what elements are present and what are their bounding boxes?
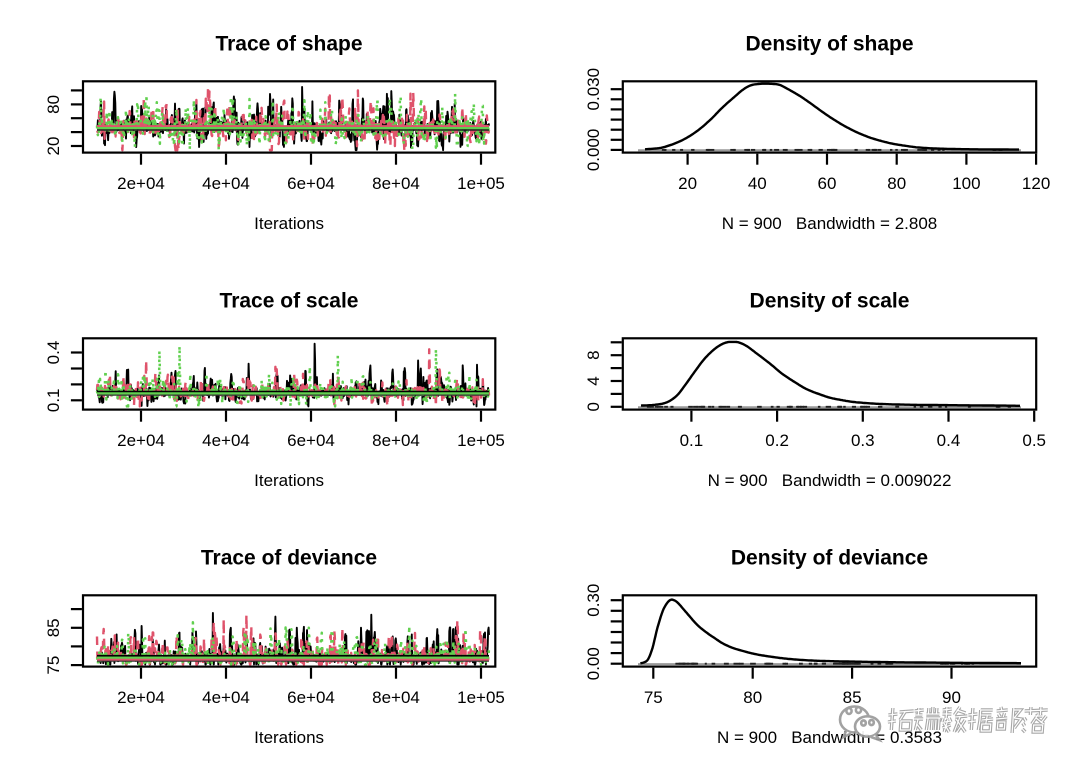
svg-text:Density of shape: Density of shape: [745, 32, 913, 55]
svg-text:4e+04: 4e+04: [202, 688, 250, 707]
svg-text:20: 20: [678, 174, 697, 193]
svg-text:1e+05: 1e+05: [457, 174, 505, 193]
svg-text:20: 20: [44, 137, 63, 156]
svg-text:75: 75: [644, 688, 663, 707]
svg-text:6e+04: 6e+04: [287, 431, 335, 450]
svg-text:0.4: 0.4: [937, 431, 961, 450]
svg-text:0.000: 0.000: [584, 129, 603, 172]
svg-text:2e+04: 2e+04: [117, 688, 165, 707]
svg-text:4e+04: 4e+04: [202, 174, 250, 193]
svg-text:Trace of scale: Trace of scale: [220, 289, 359, 312]
svg-text:0.4: 0.4: [44, 341, 63, 365]
svg-text:2e+04: 2e+04: [117, 174, 165, 193]
svg-text:8: 8: [584, 350, 603, 359]
svg-text:100: 100: [952, 174, 980, 193]
svg-text:Iterations: Iterations: [254, 471, 324, 490]
svg-text:8e+04: 8e+04: [372, 431, 420, 450]
svg-text:40: 40: [748, 174, 767, 193]
svg-text:0.30: 0.30: [584, 584, 603, 617]
svg-text:8e+04: 8e+04: [372, 174, 420, 193]
svg-text:Iterations: Iterations: [254, 728, 324, 747]
svg-text:0.5: 0.5: [1022, 431, 1046, 450]
svg-text:80: 80: [743, 688, 762, 707]
svg-text:4: 4: [584, 376, 603, 385]
svg-text:0.2: 0.2: [765, 431, 789, 450]
svg-text:75: 75: [44, 656, 63, 675]
svg-text:80: 80: [44, 95, 63, 114]
svg-text:4e+04: 4e+04: [202, 431, 250, 450]
svg-text:8e+04: 8e+04: [372, 688, 420, 707]
svg-text:0.1: 0.1: [680, 431, 704, 450]
svg-text:60: 60: [818, 174, 837, 193]
svg-text:0.00: 0.00: [584, 647, 603, 680]
svg-text:1e+05: 1e+05: [457, 431, 505, 450]
svg-text:Density of scale: Density of scale: [750, 289, 910, 312]
svg-text:Density of deviance: Density of deviance: [731, 546, 928, 569]
svg-text:1e+05: 1e+05: [457, 688, 505, 707]
svg-text:Trace of shape: Trace of shape: [215, 32, 362, 55]
svg-text:Trace of deviance: Trace of deviance: [201, 546, 377, 569]
svg-text:N = 900 Bandwidth = 0.3583: N = 900 Bandwidth = 0.3583: [717, 728, 942, 747]
svg-text:120: 120: [1022, 174, 1050, 193]
svg-text:80: 80: [887, 174, 906, 193]
svg-text:90: 90: [942, 688, 961, 707]
svg-text:0: 0: [584, 402, 603, 411]
svg-text:Iterations: Iterations: [254, 214, 324, 233]
svg-text:85: 85: [843, 688, 862, 707]
svg-text:0.030: 0.030: [584, 68, 603, 111]
svg-text:85: 85: [44, 618, 63, 637]
svg-text:0.3: 0.3: [851, 431, 875, 450]
svg-text:6e+04: 6e+04: [287, 688, 335, 707]
svg-text:6e+04: 6e+04: [287, 174, 335, 193]
svg-text:2e+04: 2e+04: [117, 431, 165, 450]
svg-text:N = 900 Bandwidth = 0.009022: N = 900 Bandwidth = 0.009022: [708, 471, 952, 490]
svg-text:N = 900 Bandwidth = 2.808: N = 900 Bandwidth = 2.808: [722, 214, 938, 233]
svg-text:0.1: 0.1: [44, 388, 63, 412]
